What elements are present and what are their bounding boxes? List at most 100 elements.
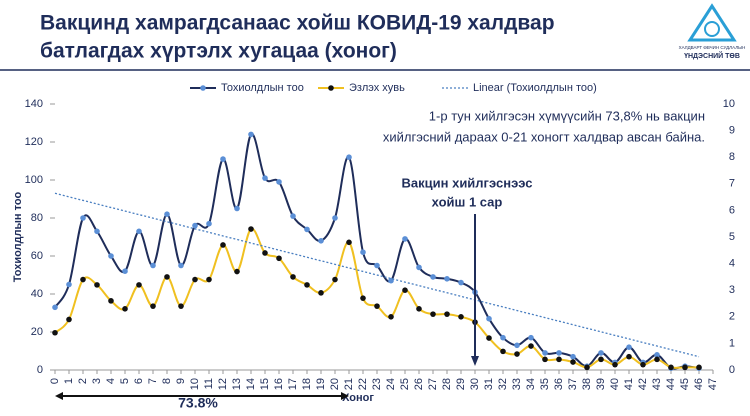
x-tick-label: 6 [133,378,145,384]
point [66,316,72,323]
point [332,215,338,221]
point [52,329,58,336]
y2-tick-label: 6 [729,204,735,216]
x-tick-label: 30 [469,378,481,390]
point [556,356,562,363]
logo-text: ХАЛДВАРТ ӨВЧИН СУДЛАЛЫН [679,45,746,50]
point [696,364,702,371]
y2-tick-label: 10 [723,98,735,110]
point [402,287,408,294]
point [122,306,128,312]
y2-tick-label: 8 [729,151,735,163]
x-tick-label: 15 [259,378,271,390]
point [626,344,632,351]
point [640,361,646,368]
y2-tick-label: 3 [729,284,735,296]
point [276,179,282,185]
x-tick-label: 33 [511,378,523,390]
point [374,262,380,269]
x-tick-label: 24 [385,378,397,390]
point [206,276,212,283]
x-tick-label: 38 [581,378,593,390]
x-tick-label: 9 [175,378,187,384]
x-tick-label: 37 [567,378,579,390]
annotation: 73.8% [178,395,218,411]
x-tick-label: 26 [413,378,425,390]
point [290,213,296,219]
point [80,215,86,221]
x-tick-label: 12 [217,378,229,390]
point [682,364,688,371]
point [402,236,408,242]
legend-marker [328,85,334,91]
y2-tick-label: 2 [729,311,735,323]
y2-tick-label: 1 [729,337,735,349]
y-tick-label: 100 [25,174,43,186]
x-tick-label: 18 [301,378,313,390]
point [318,290,324,296]
x-tick-label: 21 [343,378,355,390]
x-tick-label: 19 [315,378,327,390]
legend-label: Linear (Тохиолдлын тоо) [473,82,597,94]
x-tick-label: 1 [63,378,75,384]
legend-label: Тохиолдлын тоо [221,82,304,94]
x-tick-label: 14 [245,378,257,390]
title-line: батлагдах хүртэлх хугацаа (хоног) [40,40,397,63]
x-tick-label: 42 [637,378,649,390]
point [542,350,548,356]
arrow-head [341,392,349,400]
point [458,314,464,320]
point [94,282,100,288]
point [346,239,352,246]
x-tick-label: 16 [273,378,285,390]
point [220,156,226,162]
x-tick-label: 43 [651,378,663,390]
title-line: Вакцинд хамрагдсанаас хойш КОВИД-19 халд… [40,12,555,35]
point [528,343,534,349]
y2-tick-label: 7 [729,178,735,190]
x-tick-label: 47 [707,378,719,390]
point [486,315,492,322]
annotation: Вакцин хийлгэснээс [402,175,533,190]
x-tick-label: 31 [483,378,495,390]
point [360,249,366,255]
point [654,352,660,358]
point [500,348,506,355]
point [668,364,674,371]
point [192,276,198,283]
x-tick-label: 5 [119,378,131,384]
point [654,356,660,363]
x-tick-label: 29 [455,378,467,390]
point [514,351,520,357]
legend-label: Эзлэх хувь [349,82,405,94]
point [150,262,156,269]
x-tick-label: 11 [203,378,215,389]
y-tick-label: 20 [31,326,43,338]
point [318,238,324,244]
point [248,131,254,138]
point [570,359,576,365]
point [234,268,240,275]
point [626,353,632,360]
point [458,279,464,286]
point [206,220,212,227]
point [486,335,492,341]
x-tick-label: 8 [161,378,173,384]
point [248,226,254,232]
point [388,314,394,320]
y-tick-label: 0 [37,364,43,376]
point [430,274,436,280]
arrow-head [471,356,479,366]
annotation: 1-р тун хийлгэсэн хүмүүсийн 73,8% нь вак… [429,108,705,123]
point [528,334,534,341]
annotation: хойш 1 сар [432,194,503,209]
x-tick-label: 32 [497,378,509,390]
point [150,303,156,309]
point [332,276,338,283]
x-tick-label: 4 [105,378,117,384]
point [66,281,72,288]
logo-circle [704,21,720,37]
x-tick-label: 13 [231,378,243,390]
